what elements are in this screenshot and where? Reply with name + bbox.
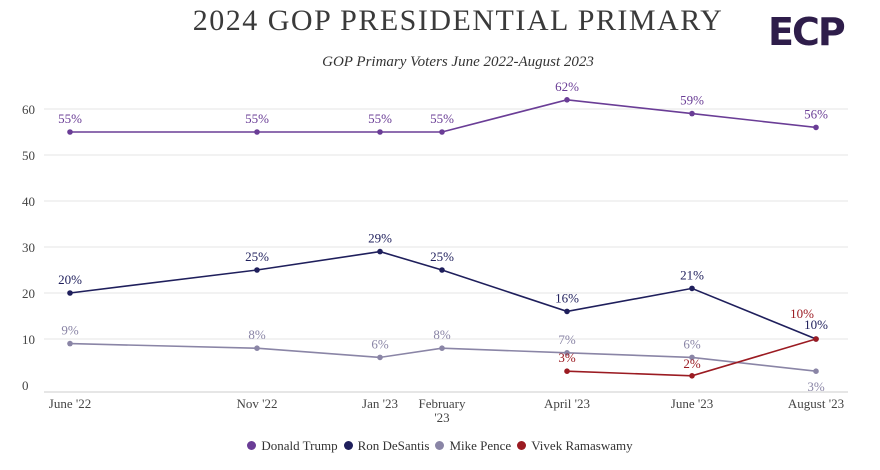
donald-trump-data-label: 62% [555,79,579,94]
ron-desantis-line [69,250,817,340]
mike-pence-data-label: 9% [61,323,79,338]
ron-desantis-data-label: 16% [555,290,579,305]
y-tick-label: 0 [22,378,29,393]
legend-label: Mike Pence [449,438,512,453]
donald-trump-data-label: 59% [680,93,704,108]
ron-desantis-data-label: 25% [245,249,269,264]
mike-pence-data-label: 8% [248,327,266,342]
mike-pence-point [377,354,383,361]
x-tick-label: Nov '22 [237,396,278,411]
ron-desantis-point [377,248,383,255]
donald-trump-point [67,129,73,135]
y-tick-label: 50 [22,148,35,163]
mike-pence-data-label: 6% [683,336,701,351]
chart-subtitle: GOP Primary Voters June 2022-August 2023 [322,54,594,70]
donald-trump-point [564,97,570,103]
ron-desantis-point [254,267,260,273]
legend-swatch [517,441,527,450]
x-tick-label: April '23 [544,396,590,411]
y-tick-label: 20 [22,286,35,301]
donald-trump-point [813,124,819,131]
x-tick-label: February [419,396,466,411]
donald-trump-point [689,110,695,117]
donald-trump-data-label: 56% [804,106,828,121]
donald-trump-data-label: 55% [368,111,392,126]
donald-trump-data-label: 55% [245,111,269,126]
mike-pence-point [689,354,695,361]
y-tick-label: 10 [22,332,35,347]
ron-desantis-data-label: 21% [680,267,704,282]
x-tick-label: '23 [434,410,449,425]
legend-swatch [435,441,445,450]
x-tick-label: August '23 [788,396,844,411]
donald-trump-point [377,129,383,135]
legend-label: Donald Trump [261,438,338,453]
ron-desantis-data-label: 20% [58,272,82,287]
ron-desantis-point [689,285,695,292]
ron-desantis-point [67,290,73,296]
donald-trump-data-label: 55% [430,111,454,126]
mike-pence-point [254,345,260,352]
y-tick-label: 60 [22,102,35,117]
legend-item-ron-desantis: Ron DeSantis [343,438,430,454]
vivek-ramaswamy-point [689,373,695,379]
vivek-ramaswamy-point [813,336,819,342]
vivek-ramaswamy-data-label: 10% [790,306,814,321]
mike-pence-point [67,340,73,347]
ron-desantis-point [439,267,445,273]
donald-trump-point [254,129,260,135]
mike-pence-point [813,368,819,375]
y-tick-label: 40 [22,194,35,209]
legend-item-vivek-ramaswamy: Vivek Ramaswamy [517,438,633,454]
mike-pence-data-label: 7% [558,332,576,347]
mike-pence-data-label: 6% [371,336,389,351]
legend-swatch [247,441,257,450]
x-tick-label: Jan '23 [362,396,398,411]
mike-pence-point [564,350,570,356]
x-tick-label: June '23 [671,396,713,411]
ron-desantis-data-label: 29% [368,231,392,246]
ecp-logo: ECP [768,10,846,54]
chart-title: 2024 GOP PRESIDENTIAL PRIMARY [192,4,724,37]
ron-desantis-data-label: 25% [430,249,454,264]
vivek-ramaswamy-data-label: 3% [558,350,576,365]
x-tick-label: June '22 [49,396,91,411]
legend-label: Vivek Ramaswamy [531,438,633,453]
y-tick-label: 30 [22,240,35,255]
mike-pence-data-label: 8% [433,327,451,342]
donald-trump-point [439,129,445,135]
legend-label: Ron DeSantis [357,438,430,453]
ron-desantis-point [564,308,570,315]
ron-desantis-data-label: 10% [804,317,828,332]
vivek-ramaswamy-point [564,368,570,375]
legend-swatch [343,441,353,450]
legend-item-mike-pence: Mike Pence [435,438,511,454]
mike-pence-point [439,345,445,352]
donald-trump-data-label: 55% [58,111,82,126]
legend-item-donald-trump: Donald Trump [247,438,338,454]
vivek-ramaswamy-data-label: 2% [683,356,701,371]
chart-legend: Donald Trump Ron DeSantis Mike Pence Vivek … [0,438,880,454]
mike-pence-data-label: 3% [807,379,825,394]
